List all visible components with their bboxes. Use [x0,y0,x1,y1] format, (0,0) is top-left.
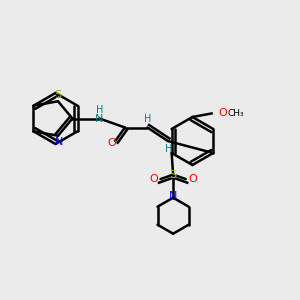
Text: CH₃: CH₃ [227,109,244,118]
Text: O: O [107,138,116,148]
Text: N: N [169,191,177,201]
Text: O: O [150,174,158,184]
Text: O: O [218,108,227,118]
Text: N: N [95,113,103,124]
Text: H: H [144,114,152,124]
Text: S: S [169,169,177,180]
Text: N: N [55,137,64,147]
Text: S: S [55,90,62,100]
Text: H: H [96,105,104,116]
Text: H: H [165,144,172,154]
Text: O: O [188,174,197,184]
